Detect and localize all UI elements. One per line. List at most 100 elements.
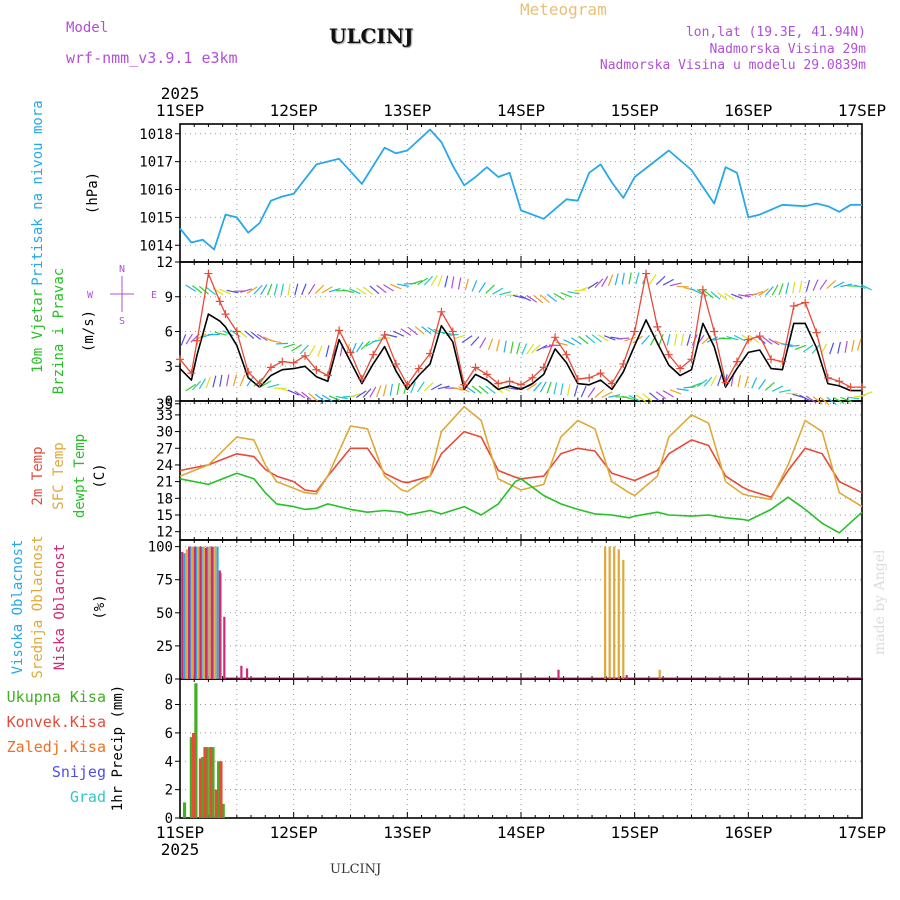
wind-direction-arrow — [308, 392, 319, 402]
wind-gust-marker — [176, 355, 184, 364]
wind-gust-marker — [278, 357, 287, 366]
cloud-ylabel-mid: Srednja Oblacnost — [30, 535, 46, 678]
wind-direction-arrow — [621, 272, 625, 285]
x-axis-top-label: 14SEP — [497, 101, 545, 120]
wind-direction-arrow — [764, 286, 774, 296]
precip-ytick-label: 0 — [165, 811, 173, 827]
wind-gust-marker — [193, 336, 202, 345]
wind-direction-arrow — [355, 390, 367, 399]
wind-direction-arrow — [294, 283, 299, 296]
wind-direction-arrow — [669, 389, 682, 395]
wind-direction-arrow — [851, 339, 855, 352]
wind-ytick-label: 0 — [165, 394, 173, 410]
wind-direction-arrow — [283, 343, 295, 349]
cloud-panel — [175, 539, 863, 680]
meteogram-label: Meteogram — [520, 0, 607, 19]
wind-direction-arrow — [464, 278, 469, 291]
wind-gust-marker — [630, 327, 639, 336]
wind-direction-arrow — [275, 342, 289, 345]
wind-gust-marker — [744, 335, 753, 344]
precip-legend-item: Zaledj.Kisa — [7, 738, 106, 756]
wind-direction-arrow — [785, 392, 798, 395]
wind-ytick-label: 6 — [165, 325, 173, 341]
wind-direction-arrow — [417, 277, 428, 286]
wind-direction-arrow — [417, 381, 425, 393]
wind-direction-arrow — [833, 397, 845, 405]
wind-gust-marker — [698, 285, 707, 294]
wind-direction-arrow — [686, 333, 691, 346]
wind-gust-marker — [607, 379, 616, 388]
wind-gust-marker — [346, 348, 355, 357]
wind-direction-arrow — [741, 334, 753, 343]
wind-gust-marker — [403, 380, 412, 389]
wind-direction-arrow — [674, 333, 678, 346]
wind-direction-arrow — [185, 333, 194, 345]
wind-direction-arrow — [744, 375, 749, 388]
wind-direction-arrow — [587, 387, 596, 398]
precip-legend-item: Snijeg — [52, 763, 106, 781]
wind-direction-arrow — [737, 375, 742, 388]
wind-direction-arrow — [533, 294, 544, 304]
temperature-ytick-label: 18 — [156, 491, 173, 507]
wind-direction-arrow — [726, 335, 739, 341]
wind-direction-arrow — [780, 343, 793, 346]
precip_total-bar — [205, 747, 209, 818]
cloud_mid-bar — [214, 546, 217, 679]
direction-legend-label: N — [119, 264, 125, 275]
wind-direction-arrow — [655, 391, 667, 400]
cloud-ytick-label: 100 — [148, 540, 173, 556]
wind-direction-arrow — [383, 284, 394, 292]
wind-direction-arrow — [847, 396, 860, 400]
wind-gust-marker — [664, 350, 673, 359]
cloud_mid-bar — [219, 573, 223, 679]
wind-direction-arrow — [180, 334, 187, 346]
wind-gust-marker — [204, 269, 213, 278]
wind-direction-arrow — [519, 295, 531, 302]
cloud-unit-label: (%) — [92, 594, 108, 619]
wind-direction-arrow — [703, 376, 713, 387]
wind-direction-arrow — [205, 286, 216, 296]
wind-gust-marker — [426, 349, 435, 358]
wind-direction-arrow — [222, 330, 234, 337]
temperature-ytick-label: 24 — [156, 458, 173, 474]
wind-direction-arrow — [317, 345, 323, 357]
cloud_mid-bar — [202, 546, 205, 679]
wind-direction-arrow — [574, 289, 587, 292]
wind-direction-arrow — [451, 276, 455, 289]
station-title: ULCINJ — [329, 24, 414, 48]
x-axis-bottom-label: 14SEP — [497, 823, 545, 842]
wind-direction-arrow — [591, 334, 603, 343]
wind-direction-arrow — [594, 278, 604, 289]
wind-direction-arrow — [690, 382, 702, 388]
wind-direction-arrow — [826, 396, 837, 406]
wind-direction-arrow — [369, 285, 380, 295]
wind-gust-marker — [448, 327, 457, 336]
wind-direction-arrow — [499, 386, 511, 392]
cloud_low-bar — [223, 616, 226, 679]
wind-gust-marker — [767, 355, 776, 364]
wind-gust-marker — [505, 377, 514, 386]
cloud_mid-bar — [658, 669, 661, 679]
wind-direction-arrow — [407, 326, 418, 336]
wind-direction-arrow — [819, 279, 828, 290]
wind-gust-marker — [312, 365, 321, 374]
wind-direction-arrow — [526, 343, 535, 355]
cloud_low-bar — [557, 669, 560, 679]
wind-direction-arrow — [844, 340, 848, 353]
wind-direction-arrow — [470, 336, 480, 346]
wind-direction-arrow — [471, 385, 482, 394]
wind-direction-arrow — [437, 385, 450, 390]
wind-direction-arrow — [696, 379, 708, 388]
wind-direction-arrow — [280, 283, 284, 296]
wind-direction-arrow — [624, 336, 637, 342]
wind-gust-marker — [482, 370, 491, 379]
wind-direction-arrow — [423, 275, 434, 286]
wind-direction-arrow — [205, 376, 211, 389]
wind-direction-arrow — [376, 284, 387, 294]
wind-direction-arrow — [382, 384, 387, 397]
wind-direction-arrow — [198, 285, 209, 295]
temp-ylabel-sfc: SFC Temp — [51, 442, 67, 509]
direction-legend-label: S — [119, 316, 125, 327]
model-name: wrf-nmm_v3.9.1 e3km — [66, 49, 238, 67]
wind-direction-arrow — [608, 394, 621, 398]
